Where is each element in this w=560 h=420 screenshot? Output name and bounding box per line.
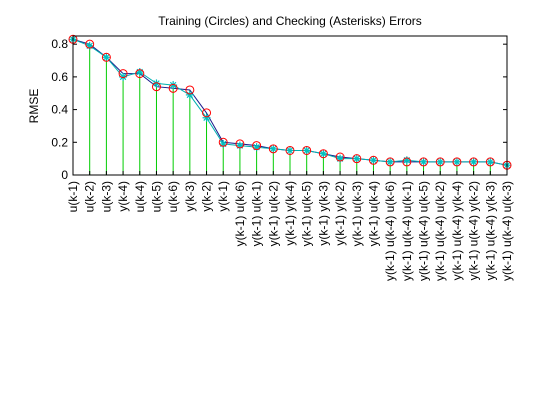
x-tick-label: u(k-1) — [66, 181, 80, 212]
x-tick-label: y(k-4) — [116, 181, 130, 212]
training-circle-marker — [252, 141, 262, 151]
x-tick-label: y(k-3) — [183, 181, 197, 212]
x-tick-label: y(k-1) y(k-4) — [283, 181, 297, 246]
checking-asterisk-marker — [369, 156, 378, 165]
y-tick-label: 0.6 — [51, 70, 68, 84]
x-tick-label: y(k-1) y(k-3) — [316, 181, 330, 246]
x-tick-label: u(k-3) — [99, 181, 113, 212]
y-tick-label: 0.8 — [51, 37, 68, 51]
checking-asterisk-marker — [286, 146, 294, 155]
x-tick-label: y(k-1) y(k-2) — [333, 181, 347, 246]
training-circle-marker — [218, 137, 228, 147]
x-tick-label: y(k-1) u(k-4) u(k-2) — [433, 181, 447, 281]
y-axis: 0 0.2 0.4 0.6 0.8 — [51, 37, 507, 182]
checking-asterisk-marker — [102, 53, 111, 62]
training-circle-marker — [235, 139, 245, 149]
x-axis: u(k-1) u(k-2) u(k-3) y(k-4) u(k-4) u(k-5) u(k-… — [66, 171, 514, 281]
training-circle-marker — [85, 39, 95, 49]
y-axis-label: RMSE — [27, 89, 41, 124]
x-tick-label: y(k-2) — [200, 181, 214, 212]
checking-asterisk-marker — [419, 157, 428, 166]
x-tick-label: y(k-1) u(k-4) y(k-4) — [450, 181, 464, 280]
training-circle-marker — [285, 145, 295, 155]
training-circle-marker — [302, 145, 312, 155]
training-circle-marker — [485, 157, 495, 167]
checking-asterisk-marker — [352, 154, 361, 163]
x-tick-label: y(k-1) u(k-4) — [366, 181, 380, 246]
x-tick-label: y(k-1) u(k-6) — [233, 181, 247, 246]
training-circle-marker — [419, 157, 429, 167]
training-circle-marker — [118, 69, 128, 79]
y-tick-label: 0.4 — [51, 103, 68, 117]
training-circle-marker — [452, 157, 462, 167]
x-tick-label: y(k-1) u(k-4) u(k-3) — [500, 181, 514, 281]
training-circle-marker — [268, 144, 278, 154]
x-tick-label: u(k-6) — [166, 181, 180, 212]
checking-asterisk-marker — [302, 146, 311, 155]
training-circle-marker — [202, 108, 212, 118]
training-circle-marker — [135, 69, 145, 79]
checking-asterisk-marker — [319, 149, 328, 158]
training-circle-marker — [385, 157, 395, 167]
y-tick-label: 0 — [61, 168, 68, 182]
checking-asterisk-marker — [269, 144, 278, 153]
training-circle-marker — [435, 157, 445, 167]
x-tick-label: u(k-2) — [83, 181, 97, 212]
checking-asterisk-marker — [486, 157, 495, 166]
training-circle-marker — [469, 157, 479, 167]
training-circle-marker — [168, 83, 178, 93]
training-circle-marker — [151, 82, 161, 92]
x-tick-label: y(k-1) u(k-4) u(k-5) — [417, 181, 431, 281]
x-tick-label: y(k-1) u(k-4) u(k-1) — [400, 181, 414, 281]
checking-asterisk-marker — [386, 157, 395, 166]
training-circle-marker — [318, 149, 328, 159]
training-circle-marker — [101, 52, 111, 62]
x-tick-label: y(k-1) u(k-4) y(k-3) — [483, 181, 497, 280]
x-tick-label: y(k-1) u(k-1) — [250, 181, 264, 246]
x-tick-label: y(k-1) u(k-3) — [350, 181, 364, 246]
checking-asterisk-marker — [452, 157, 461, 166]
chart-title: Training (Circles) and Checking (Asteris… — [158, 14, 422, 28]
training-circle-marker — [352, 154, 362, 164]
training-circle-marker — [368, 155, 378, 165]
checking-asterisk-marker — [469, 157, 478, 166]
training-circle-marker — [335, 152, 345, 162]
checking-asterisk-marker — [185, 90, 194, 99]
training-circle-marker — [185, 85, 195, 95]
x-tick-label: u(k-5) — [149, 181, 163, 212]
x-tick-label: u(k-4) — [133, 181, 147, 212]
series-markers — [68, 34, 512, 170]
checking-asterisk-marker — [202, 113, 211, 122]
x-tick-label: y(k-1) — [216, 181, 230, 212]
training-circle-marker — [402, 157, 412, 167]
x-tick-label: y(k-1) u(k-2) — [266, 181, 280, 246]
checking-asterisk-marker — [436, 157, 445, 166]
x-tick-label: y(k-1) u(k-4) y(k-2) — [467, 181, 481, 280]
x-tick-label: y(k-1) u(k-5) — [300, 181, 314, 246]
x-tick-label: y(k-1) u(k-4) u(k-6) — [383, 181, 397, 281]
y-tick-label: 0.2 — [51, 135, 68, 149]
